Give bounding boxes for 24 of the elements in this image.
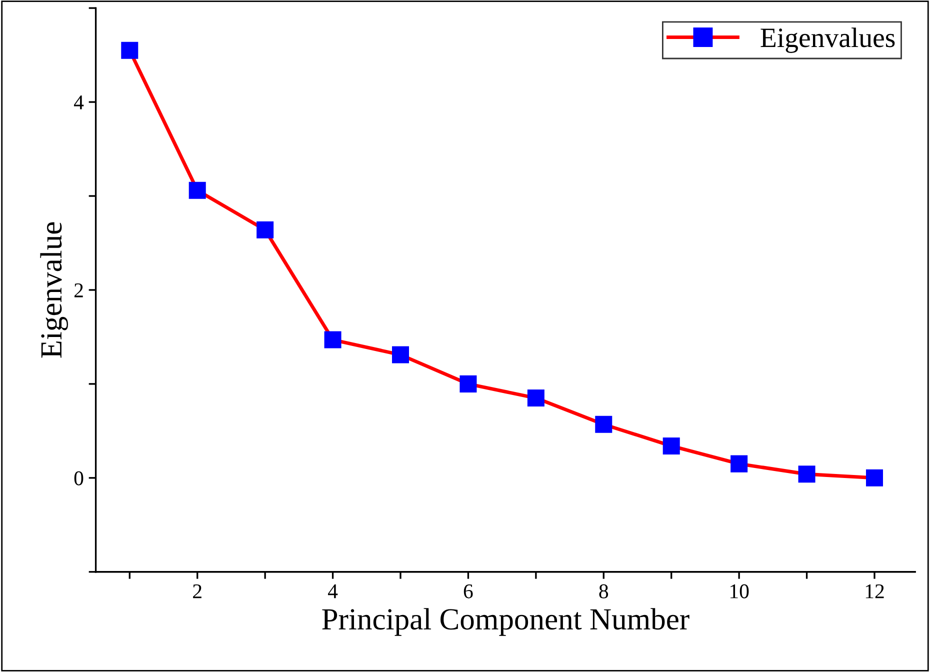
x-tick-label: 4 — [328, 584, 338, 598]
x-tick-label: 8 — [599, 584, 608, 598]
x-tick-label: 2 — [193, 584, 202, 598]
y-axis-title: Eigenvalue — [40, 222, 68, 358]
legend-label: Eigenvalues — [760, 28, 895, 53]
point — [121, 42, 138, 59]
x-tick-label: 12 — [866, 584, 884, 598]
point — [188, 182, 206, 199]
point — [595, 416, 612, 433]
y-tick-label: 0 — [74, 471, 84, 486]
point — [866, 469, 883, 486]
point — [324, 331, 342, 348]
y-tick-label: 4 — [74, 96, 84, 110]
y-tick-label: 2 — [74, 283, 83, 298]
point — [798, 466, 816, 483]
x-tick-label: 10 — [730, 584, 749, 598]
point — [730, 455, 748, 472]
point — [460, 375, 477, 392]
point — [392, 346, 410, 364]
point — [662, 437, 680, 454]
point — [527, 390, 544, 407]
point — [256, 221, 274, 238]
x-axis-title: Principal Component Number — [322, 608, 690, 636]
x-tick-label: 6 — [464, 584, 473, 598]
